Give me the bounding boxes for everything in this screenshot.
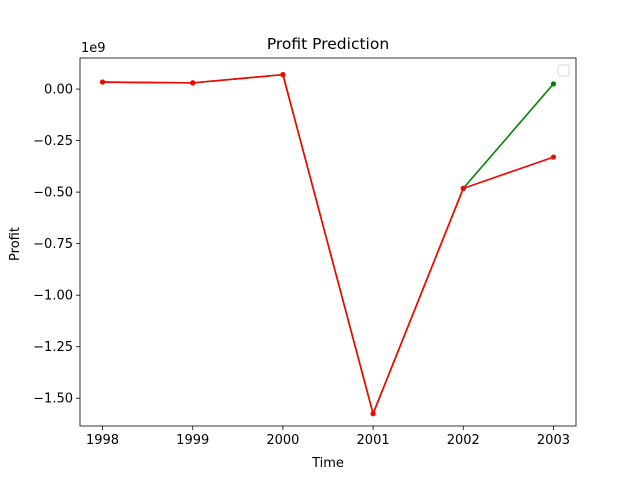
legend-box <box>557 64 570 77</box>
series-2-point <box>99 79 106 85</box>
x-tick-label: 2003 <box>537 433 570 448</box>
y-tick-label: −0.25 <box>33 134 73 149</box>
series-2-point <box>370 411 376 417</box>
y-offset-label: 1e9 <box>81 41 106 56</box>
series-2-point <box>550 154 557 160</box>
series-2-point <box>460 185 466 192</box>
y-tick-label: −0.75 <box>33 237 73 252</box>
y-tick-label: −1.25 <box>33 340 73 355</box>
chart-title: Profit Prediction <box>267 35 389 53</box>
series-2-point <box>190 80 196 86</box>
x-tick-label: 1998 <box>86 433 119 448</box>
y-tick-label: −1.50 <box>33 392 73 407</box>
y-axis-label: Profit <box>8 227 23 261</box>
series-line-2 <box>102 73 554 415</box>
x-axis-label: Time <box>311 456 344 471</box>
x-tick-label: 2001 <box>357 433 390 448</box>
y-tick-label: 0.00 <box>44 83 73 98</box>
x-tick-label: 2002 <box>447 433 480 448</box>
series-1-point <box>550 81 557 87</box>
y-tick-label: −1.00 <box>33 289 73 304</box>
plot-area: 1998 1999 2000 2001 2002 2003 0.00 −0.25 −0.50 −0… <box>33 57 577 448</box>
axes-frame <box>79 57 577 427</box>
y-tick-label: −0.50 <box>33 186 73 201</box>
x-tick-label: 2000 <box>266 433 299 448</box>
x-tick-label: 1999 <box>176 433 209 448</box>
series-2-point <box>280 72 286 78</box>
